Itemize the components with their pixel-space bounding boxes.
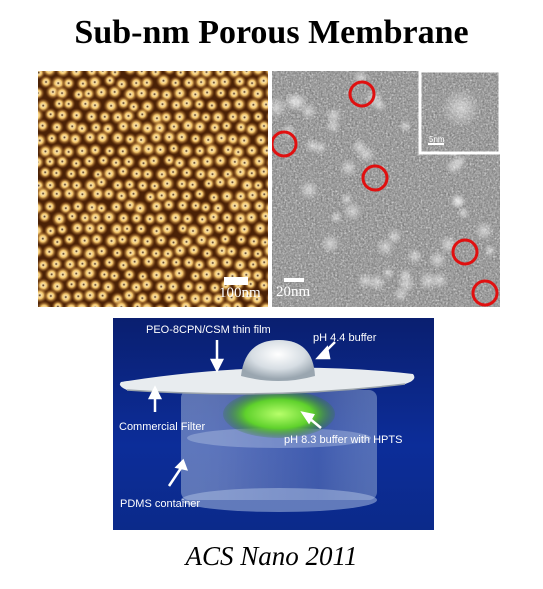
pore-highlight-circle	[361, 164, 389, 192]
label-film: PEO-8CPN/CSM thin film	[146, 324, 271, 336]
afm-texture	[38, 71, 268, 307]
citation: ACS Nano 2011	[185, 541, 358, 571]
tem-image-panel: 5nm 20nm	[272, 71, 500, 307]
tem-scale-bar	[284, 278, 304, 282]
membrane-photo	[113, 318, 434, 530]
green-buffer	[223, 390, 335, 438]
thin-film-disc	[119, 367, 415, 394]
figure-title: Sub-nm Porous Membrane	[74, 14, 469, 51]
pore-highlight-circle	[348, 80, 376, 108]
inset-scale-label: 5nm	[429, 135, 445, 144]
afm-image-panel: 100nm	[38, 71, 268, 307]
afm-scale-label: 100nm	[219, 285, 261, 301]
pore-highlight-circle	[272, 130, 298, 158]
label-buffer-top: pH 4.4 buffer	[313, 332, 377, 344]
tem-texture	[272, 71, 500, 307]
inset-scale-bar	[428, 143, 444, 145]
label-buffer-bottom: pH 8.3 buffer with HPTS	[284, 434, 403, 446]
pore-highlight-circle	[471, 279, 499, 307]
label-container: PDMS container	[120, 498, 201, 510]
membrane-photo-panel: PEO-8CPN/CSM thin film pH 4.4 buffer Com…	[113, 318, 434, 530]
tem-inset	[418, 71, 500, 155]
afm-scale-bar	[224, 277, 248, 285]
label-filter: Commercial Filter	[119, 421, 206, 433]
pore-highlight-circle	[451, 238, 479, 266]
buffer-droplet	[241, 340, 315, 381]
tem-scale-label: 20nm	[276, 284, 311, 300]
